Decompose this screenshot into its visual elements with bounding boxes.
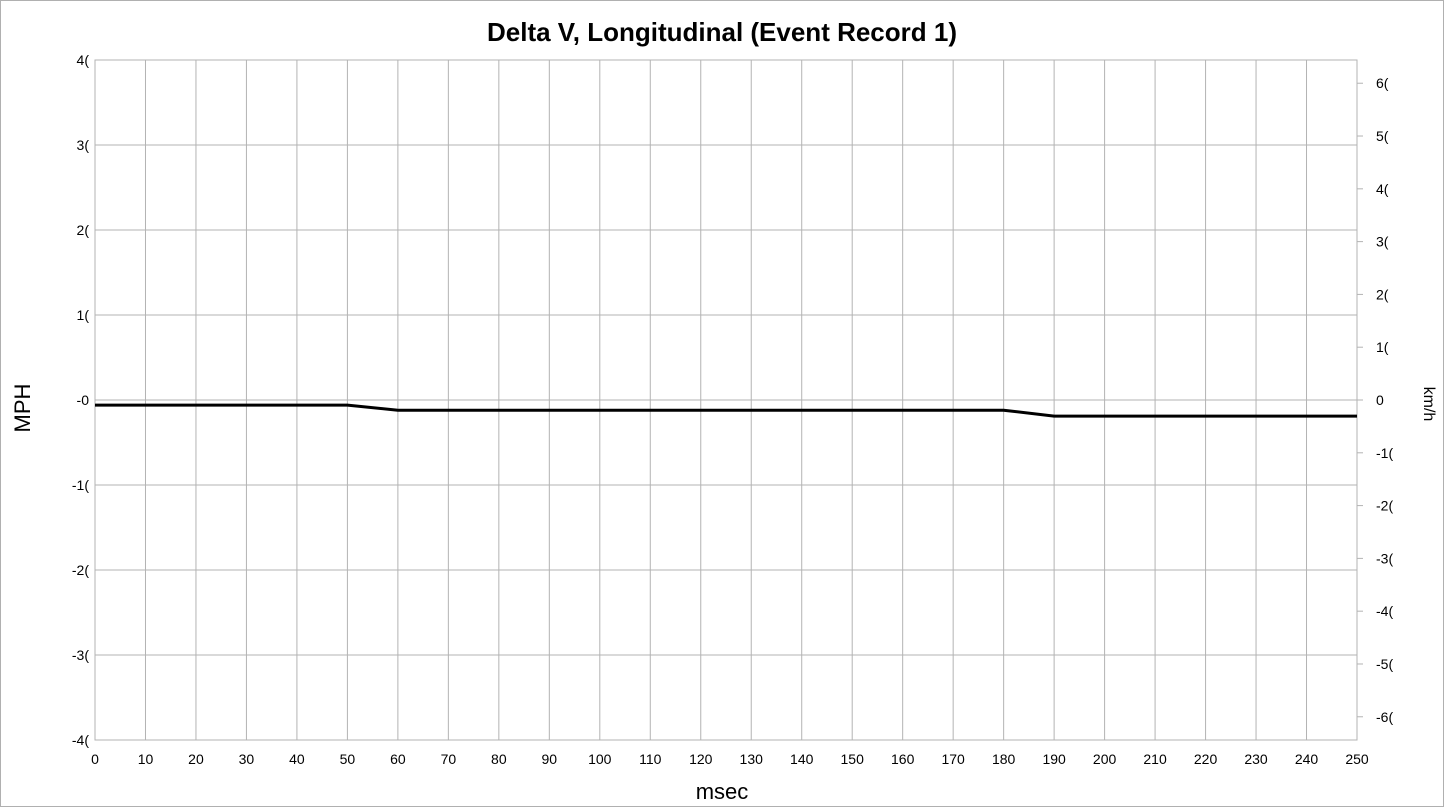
y-tick-label-right: 4( <box>1376 181 1389 197</box>
y-tick-label-right: 6( <box>1376 75 1389 91</box>
x-tick-label: 150 <box>841 751 865 767</box>
chart-title: Delta V, Longitudinal (Event Record 1) <box>487 17 957 47</box>
tick-labels: 0 10 20 30 40 50 60 70 80 90 100 110 120 130 140 150 160… <box>72 52 1394 767</box>
y-tick-label-right: -1( <box>1376 445 1393 461</box>
x-tick-label: 200 <box>1093 751 1117 767</box>
x-tick-label: 30 <box>239 751 255 767</box>
x-tick-label: 50 <box>340 751 356 767</box>
x-tick-label: 160 <box>891 751 915 767</box>
x-tick-label: 20 <box>188 751 204 767</box>
x-tick-label: 70 <box>441 751 457 767</box>
x-tick-label: 210 <box>1143 751 1167 767</box>
y-tick-label-right: 0 <box>1376 392 1384 408</box>
x-tick-label: 250 <box>1345 751 1369 767</box>
x-tick-label: 100 <box>588 751 612 767</box>
series-lines <box>95 403 1357 418</box>
plot-border <box>94 59 1358 741</box>
series-line <box>95 403 1357 418</box>
y-tick-label-left: 4( <box>77 52 90 68</box>
y-tick-label-right: -3( <box>1376 550 1393 566</box>
y-tick-label-right: 1( <box>1376 339 1389 355</box>
x-tick-label: 0 <box>91 751 99 767</box>
x-tick-label: 130 <box>740 751 764 767</box>
y-tick-label-right: -2( <box>1376 498 1393 514</box>
y-tick-label-left: -0 <box>77 392 90 408</box>
y-tick-label-left: -3( <box>72 647 89 663</box>
x-tick-label: 40 <box>289 751 305 767</box>
x-tick-label: 220 <box>1194 751 1218 767</box>
y-tick-label-right: 3( <box>1376 234 1389 250</box>
x-tick-label: 230 <box>1244 751 1268 767</box>
y-tick-label-right: -5( <box>1376 656 1393 672</box>
y-tick-label-right: -4( <box>1376 603 1393 619</box>
x-tick-label: 90 <box>542 751 558 767</box>
x-tick-label: 190 <box>1042 751 1066 767</box>
y-tick-label-right: -6( <box>1376 709 1393 725</box>
y-tick-label-left: -1( <box>72 477 89 493</box>
x-tick-label: 60 <box>390 751 406 767</box>
x-tick-label: 10 <box>138 751 154 767</box>
x-tick-label: 180 <box>992 751 1016 767</box>
x-axis-label: msec <box>695 779 749 804</box>
x-tick-label: 140 <box>790 751 814 767</box>
y-tick-label-right: 5( <box>1376 128 1389 144</box>
y-tick-label-left: -4( <box>72 732 89 748</box>
x-tick-label: 170 <box>941 751 965 767</box>
x-tick-label: 110 <box>639 751 662 767</box>
x-tick-label: 80 <box>491 751 507 767</box>
y-tick-label-left: 1( <box>77 307 90 323</box>
gridlines <box>94 59 1363 741</box>
y-tick-label-left: 3( <box>77 137 90 153</box>
x-tick-label: 240 <box>1295 751 1319 767</box>
x-tick-label: 120 <box>689 751 713 767</box>
y-tick-label-left: -2( <box>72 562 89 578</box>
y-tick-label-right: 2( <box>1376 286 1389 302</box>
y-tick-label-left: 2( <box>77 222 90 238</box>
